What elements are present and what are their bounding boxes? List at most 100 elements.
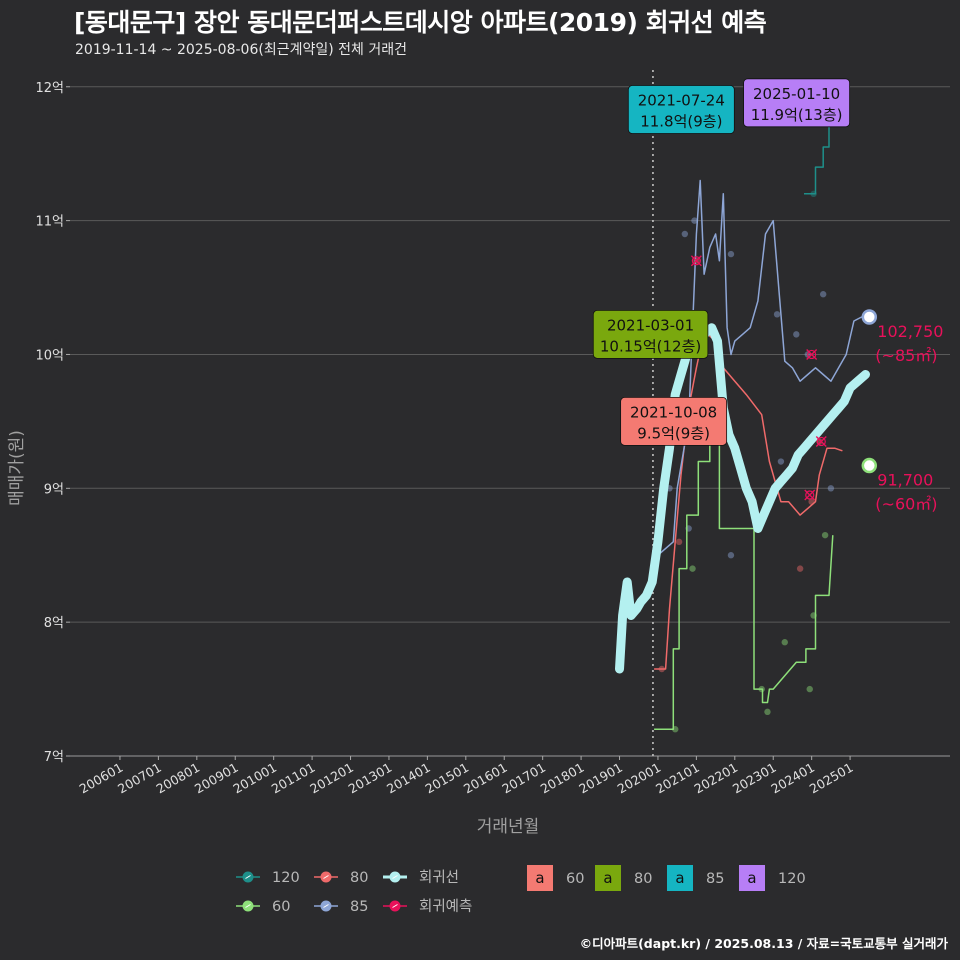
y-tick-label: 11억: [35, 215, 64, 230]
scatter-point: [821, 531, 829, 539]
scatter-point: [819, 291, 827, 298]
scatter-point: [827, 485, 835, 492]
legend-box-label: 60: [566, 871, 584, 887]
legend-box-glyph: a: [603, 869, 612, 887]
legend-box-glyph: a: [535, 869, 544, 887]
scatter-point: [781, 639, 788, 646]
x-tick-label: 201101: [269, 760, 318, 797]
chart-subtitle: 2019-11-14 ~ 2025-08-06(최근계약일) 전체 거래건: [75, 42, 407, 58]
y-tick-label: 12억: [35, 81, 64, 96]
legend-key-mark: [245, 904, 251, 908]
legend-label: 80: [350, 870, 368, 886]
legend-label: 회귀선: [419, 869, 459, 886]
x-tick-label: 201601: [461, 760, 510, 797]
annotation-price: 11.9억(13층): [751, 106, 843, 124]
footer-credit: ©디아파트(dapt.kr) / 2025.08.13 / 자료=국토교통부 실…: [579, 936, 948, 951]
legend-key-mark: [392, 875, 398, 879]
annotation-label: 2021-03-01 10.15억(12층): [592, 309, 709, 359]
legend-item: 85: [314, 899, 368, 915]
forecast-cross: [806, 348, 818, 360]
legend-box-swatch: [595, 865, 621, 891]
x-tick-label: 201901: [576, 760, 625, 797]
end-point: [861, 309, 878, 325]
end-point-value: 91,700: [877, 471, 933, 490]
legend-box-swatch: [739, 865, 765, 891]
series-line-85: [657, 179, 868, 556]
annotation-date: 2021-07-24: [638, 92, 725, 110]
end-point-area: (~60㎡): [875, 495, 937, 514]
annotation-price: 10.15억(12층): [600, 337, 701, 355]
scatter-point: [796, 565, 804, 572]
annotation-box: [743, 78, 851, 128]
x-tick-label: 200601: [77, 760, 126, 797]
x-tick-label: 202501: [807, 760, 856, 797]
x-tick-label: 200901: [192, 760, 241, 797]
scatter-point: [691, 217, 698, 224]
forecast-point: [805, 490, 815, 500]
forecast-cross: [690, 255, 702, 267]
legend-box-swatch: [527, 865, 553, 891]
annotation-date: 2021-03-01: [607, 316, 694, 334]
y-tick-label: 8억: [44, 616, 64, 631]
legend-item: 회귀선: [383, 869, 459, 886]
y-tick-label: 9억: [44, 482, 64, 497]
annotation-label: 2021-10-08 9.5억(9층): [620, 396, 728, 446]
end-point-value: 102,750: [877, 322, 943, 341]
scatter-point: [773, 311, 781, 318]
x-axis-title: 거래년월: [477, 817, 540, 837]
legend-item: 80: [314, 870, 368, 886]
x-tick-label: 201001: [230, 760, 279, 797]
forecast-cross: [815, 435, 827, 447]
legend-key-mark: [245, 875, 251, 879]
series-line-60: [654, 420, 834, 730]
annotation-box: [592, 309, 709, 359]
end-point-area: (~85㎡): [875, 346, 937, 365]
y-tick-label: 10억: [35, 348, 64, 363]
x-tick-label: 201501: [422, 760, 471, 797]
annotation-date: 2025-01-10: [753, 85, 840, 103]
forecast-point: [807, 349, 817, 360]
legend-label: 회귀예측: [419, 898, 472, 915]
legend-key-mark: [392, 904, 398, 908]
annotation-price: 11.8억(9층): [640, 113, 722, 131]
legend-label: 85: [350, 899, 368, 915]
annotation-label: 2021-07-24 11.8억(9층): [627, 85, 735, 134]
x-tick-label: 202001: [615, 760, 664, 797]
legend-box-item: a 80: [595, 865, 652, 891]
scatter-point: [806, 685, 813, 693]
scatter-point: [727, 552, 735, 559]
forecast-cross: [804, 489, 816, 501]
scatter-point: [777, 458, 785, 465]
legend-key-mark: [323, 904, 329, 908]
y-tick-label: 7억: [44, 750, 64, 765]
legend-item: 회귀예측: [383, 898, 472, 915]
scatter-point: [689, 565, 696, 572]
annotation-label: 2025-01-10 11.9억(13층): [743, 78, 851, 128]
x-tick-label: 202301: [730, 760, 779, 797]
x-tick-label: 201701: [499, 760, 548, 797]
x-tick-label: 201401: [384, 760, 433, 797]
x-tick-label: 202401: [768, 760, 817, 797]
legend-item: 120: [236, 870, 300, 886]
x-tick-label: 202201: [691, 760, 740, 797]
legend: 120 80 회귀선 60 85 회귀예측 a 60 a 80 a 85 a 120: [236, 865, 806, 915]
legend-box-swatch: [667, 865, 693, 891]
end-point: [861, 457, 878, 474]
legend-box-label: 85: [706, 871, 724, 887]
x-tick-label: 200701: [115, 760, 164, 797]
legend-box-glyph: a: [675, 869, 684, 887]
legend-label: 60: [272, 899, 290, 915]
x-tick-label: 200801: [153, 760, 202, 797]
legend-key-mark: [323, 875, 329, 879]
annotation-date: 2021-10-08: [630, 403, 717, 421]
series-line-80: [654, 333, 843, 670]
x-tick-label: 201301: [346, 760, 395, 797]
legend-box-label: 80: [634, 871, 652, 887]
scatter-point: [793, 331, 800, 338]
scatter-point: [681, 230, 689, 238]
legend-label: 120: [272, 870, 300, 886]
scatter-point: [675, 538, 683, 546]
annotation-box: [627, 85, 735, 134]
legend-box-item: a 85: [667, 865, 724, 891]
